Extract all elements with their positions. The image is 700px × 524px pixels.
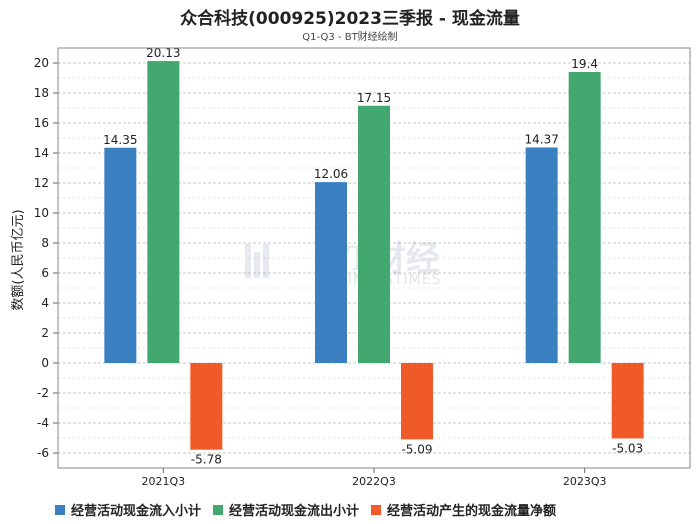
y-tick-label: 8 bbox=[41, 236, 49, 250]
data-label: -5.78 bbox=[191, 453, 222, 467]
bar-2022Q3-series-2 bbox=[401, 363, 433, 440]
bar-2023Q3-series-0 bbox=[525, 147, 558, 363]
y-tick-label: -2 bbox=[37, 386, 49, 400]
bar-2023Q3-series-1 bbox=[568, 72, 601, 363]
bars: 14.35 20.13 -5.78 12.06 17.15 -5.09 14.37 19.4 -… bbox=[103, 46, 644, 467]
watermark-logo-bar bbox=[245, 244, 251, 278]
data-label: -5.03 bbox=[612, 441, 643, 455]
y-axis-label: 数额(人民币亿元) bbox=[11, 209, 26, 310]
x-tick-label: 2021Q3 bbox=[142, 475, 186, 488]
chart-subtitle: Q1-Q3 - BT财经绘制 bbox=[302, 32, 398, 43]
watermark-logo-bar bbox=[263, 244, 269, 278]
y-tick-label: 20 bbox=[34, 56, 49, 70]
legend-swatch bbox=[213, 504, 224, 515]
x-tick-label: 2023Q3 bbox=[563, 475, 607, 488]
y-tick-label: 6 bbox=[41, 266, 49, 280]
legend-item: 经营活动现金流出小计 bbox=[213, 500, 359, 519]
bar-2021Q3-series-2 bbox=[190, 363, 223, 450]
chart-title: 众合科技(000925)2023三季报 - 现金流量 bbox=[180, 9, 520, 29]
y-tick-label: -6 bbox=[37, 446, 49, 460]
y-tick-label: 16 bbox=[34, 116, 49, 130]
bar-2022Q3-series-0 bbox=[315, 182, 347, 363]
y-tick-label: 0 bbox=[41, 356, 49, 370]
y-tick-label: -4 bbox=[37, 416, 49, 430]
y-tick-label: 14 bbox=[34, 146, 49, 160]
y-tick-label: 18 bbox=[34, 86, 49, 100]
data-label: -5.09 bbox=[401, 442, 432, 456]
y-tick-label: 4 bbox=[41, 296, 49, 310]
bar-2021Q3-series-0 bbox=[104, 147, 137, 363]
legend-item: 经营活动现金流入小计 bbox=[55, 500, 201, 519]
bar-2023Q3-series-2 bbox=[611, 363, 644, 439]
legend: 经营活动现金流入小计 经营活动现金流出小计 经营活动产生的现金流量净额 bbox=[55, 500, 695, 519]
bar-2022Q3-series-1 bbox=[358, 105, 390, 363]
data-label: 14.35 bbox=[103, 133, 137, 147]
axes: -6 -4 -2 0 2 4 6 8 10 12 14 16 18 20 2021Q3 2022Q3 2023Q… bbox=[34, 47, 691, 488]
data-label: 14.37 bbox=[524, 132, 558, 146]
data-label: 20.13 bbox=[146, 46, 180, 60]
data-label: 12.06 bbox=[314, 167, 348, 181]
y-tick-label: 10 bbox=[34, 206, 49, 220]
y-tick-label: 12 bbox=[34, 176, 49, 190]
y-tick-label: 2 bbox=[41, 326, 49, 340]
legend-label: 经营活动现金流出小计 bbox=[229, 504, 360, 519]
legend-swatch bbox=[55, 504, 65, 515]
x-tick-label: 2022Q3 bbox=[352, 475, 396, 488]
legend-swatch bbox=[371, 504, 382, 515]
bar-2021Q3-series-1 bbox=[147, 61, 180, 364]
legend-label: 经营活动产生的现金流量净额 bbox=[387, 504, 557, 519]
watermark-logo-bar bbox=[254, 252, 260, 278]
legend-label: 经营活动现金流入小计 bbox=[71, 504, 202, 519]
legend-item: 经营活动产生的现金流量净额 bbox=[371, 500, 556, 519]
data-label: 17.15 bbox=[357, 91, 391, 105]
data-label: 19.4 bbox=[571, 57, 598, 71]
